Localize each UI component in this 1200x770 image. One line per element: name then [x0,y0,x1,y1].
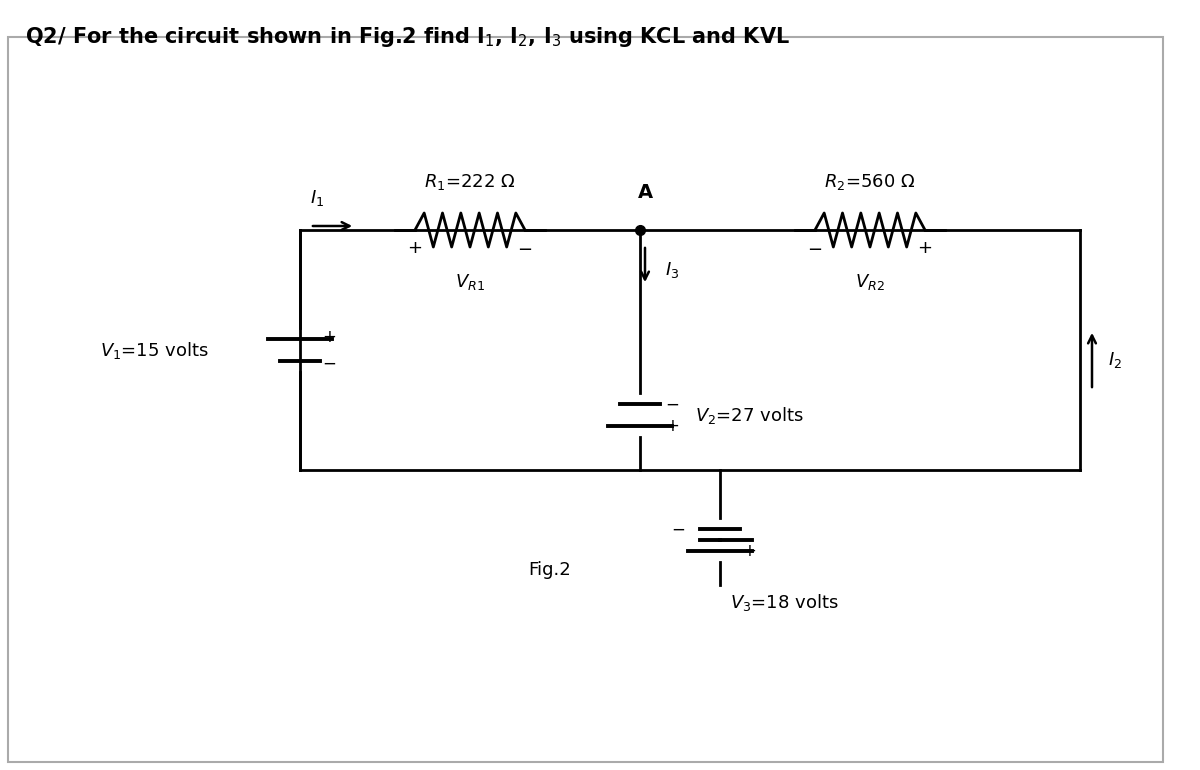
Text: $-$: $-$ [808,239,822,257]
Text: $-$: $-$ [517,239,533,257]
Text: $I_1$: $I_1$ [310,188,324,208]
Text: $-$: $-$ [671,520,685,538]
Text: $R_2$=560 Ω: $R_2$=560 Ω [824,172,916,192]
Text: $V_1$=15 volts: $V_1$=15 volts [100,340,209,360]
Text: +: + [408,239,422,257]
Text: Fig.2: Fig.2 [529,561,571,579]
Text: $I_2$: $I_2$ [1108,350,1122,370]
Text: $-$: $-$ [665,395,679,413]
Text: $V_{R2}$: $V_{R2}$ [856,272,884,292]
Text: Q2/ For the circuit shown in Fig.2 find I$_1$, I$_2$, I$_3$ using KCL and KVL: Q2/ For the circuit shown in Fig.2 find … [25,25,790,49]
Text: +: + [918,239,932,257]
Text: $-$: $-$ [322,354,336,372]
Text: $R_1$=222 Ω: $R_1$=222 Ω [425,172,516,192]
Text: $V_2$=27 volts: $V_2$=27 volts [695,404,804,426]
Text: $I_3$: $I_3$ [665,260,679,280]
Text: A: A [637,183,653,202]
Text: $V_{R1}$: $V_{R1}$ [455,272,485,292]
Text: +: + [322,328,336,346]
Text: +: + [665,417,679,435]
Text: $V_3$=18 volts: $V_3$=18 volts [730,592,839,613]
Text: +: + [742,542,756,560]
